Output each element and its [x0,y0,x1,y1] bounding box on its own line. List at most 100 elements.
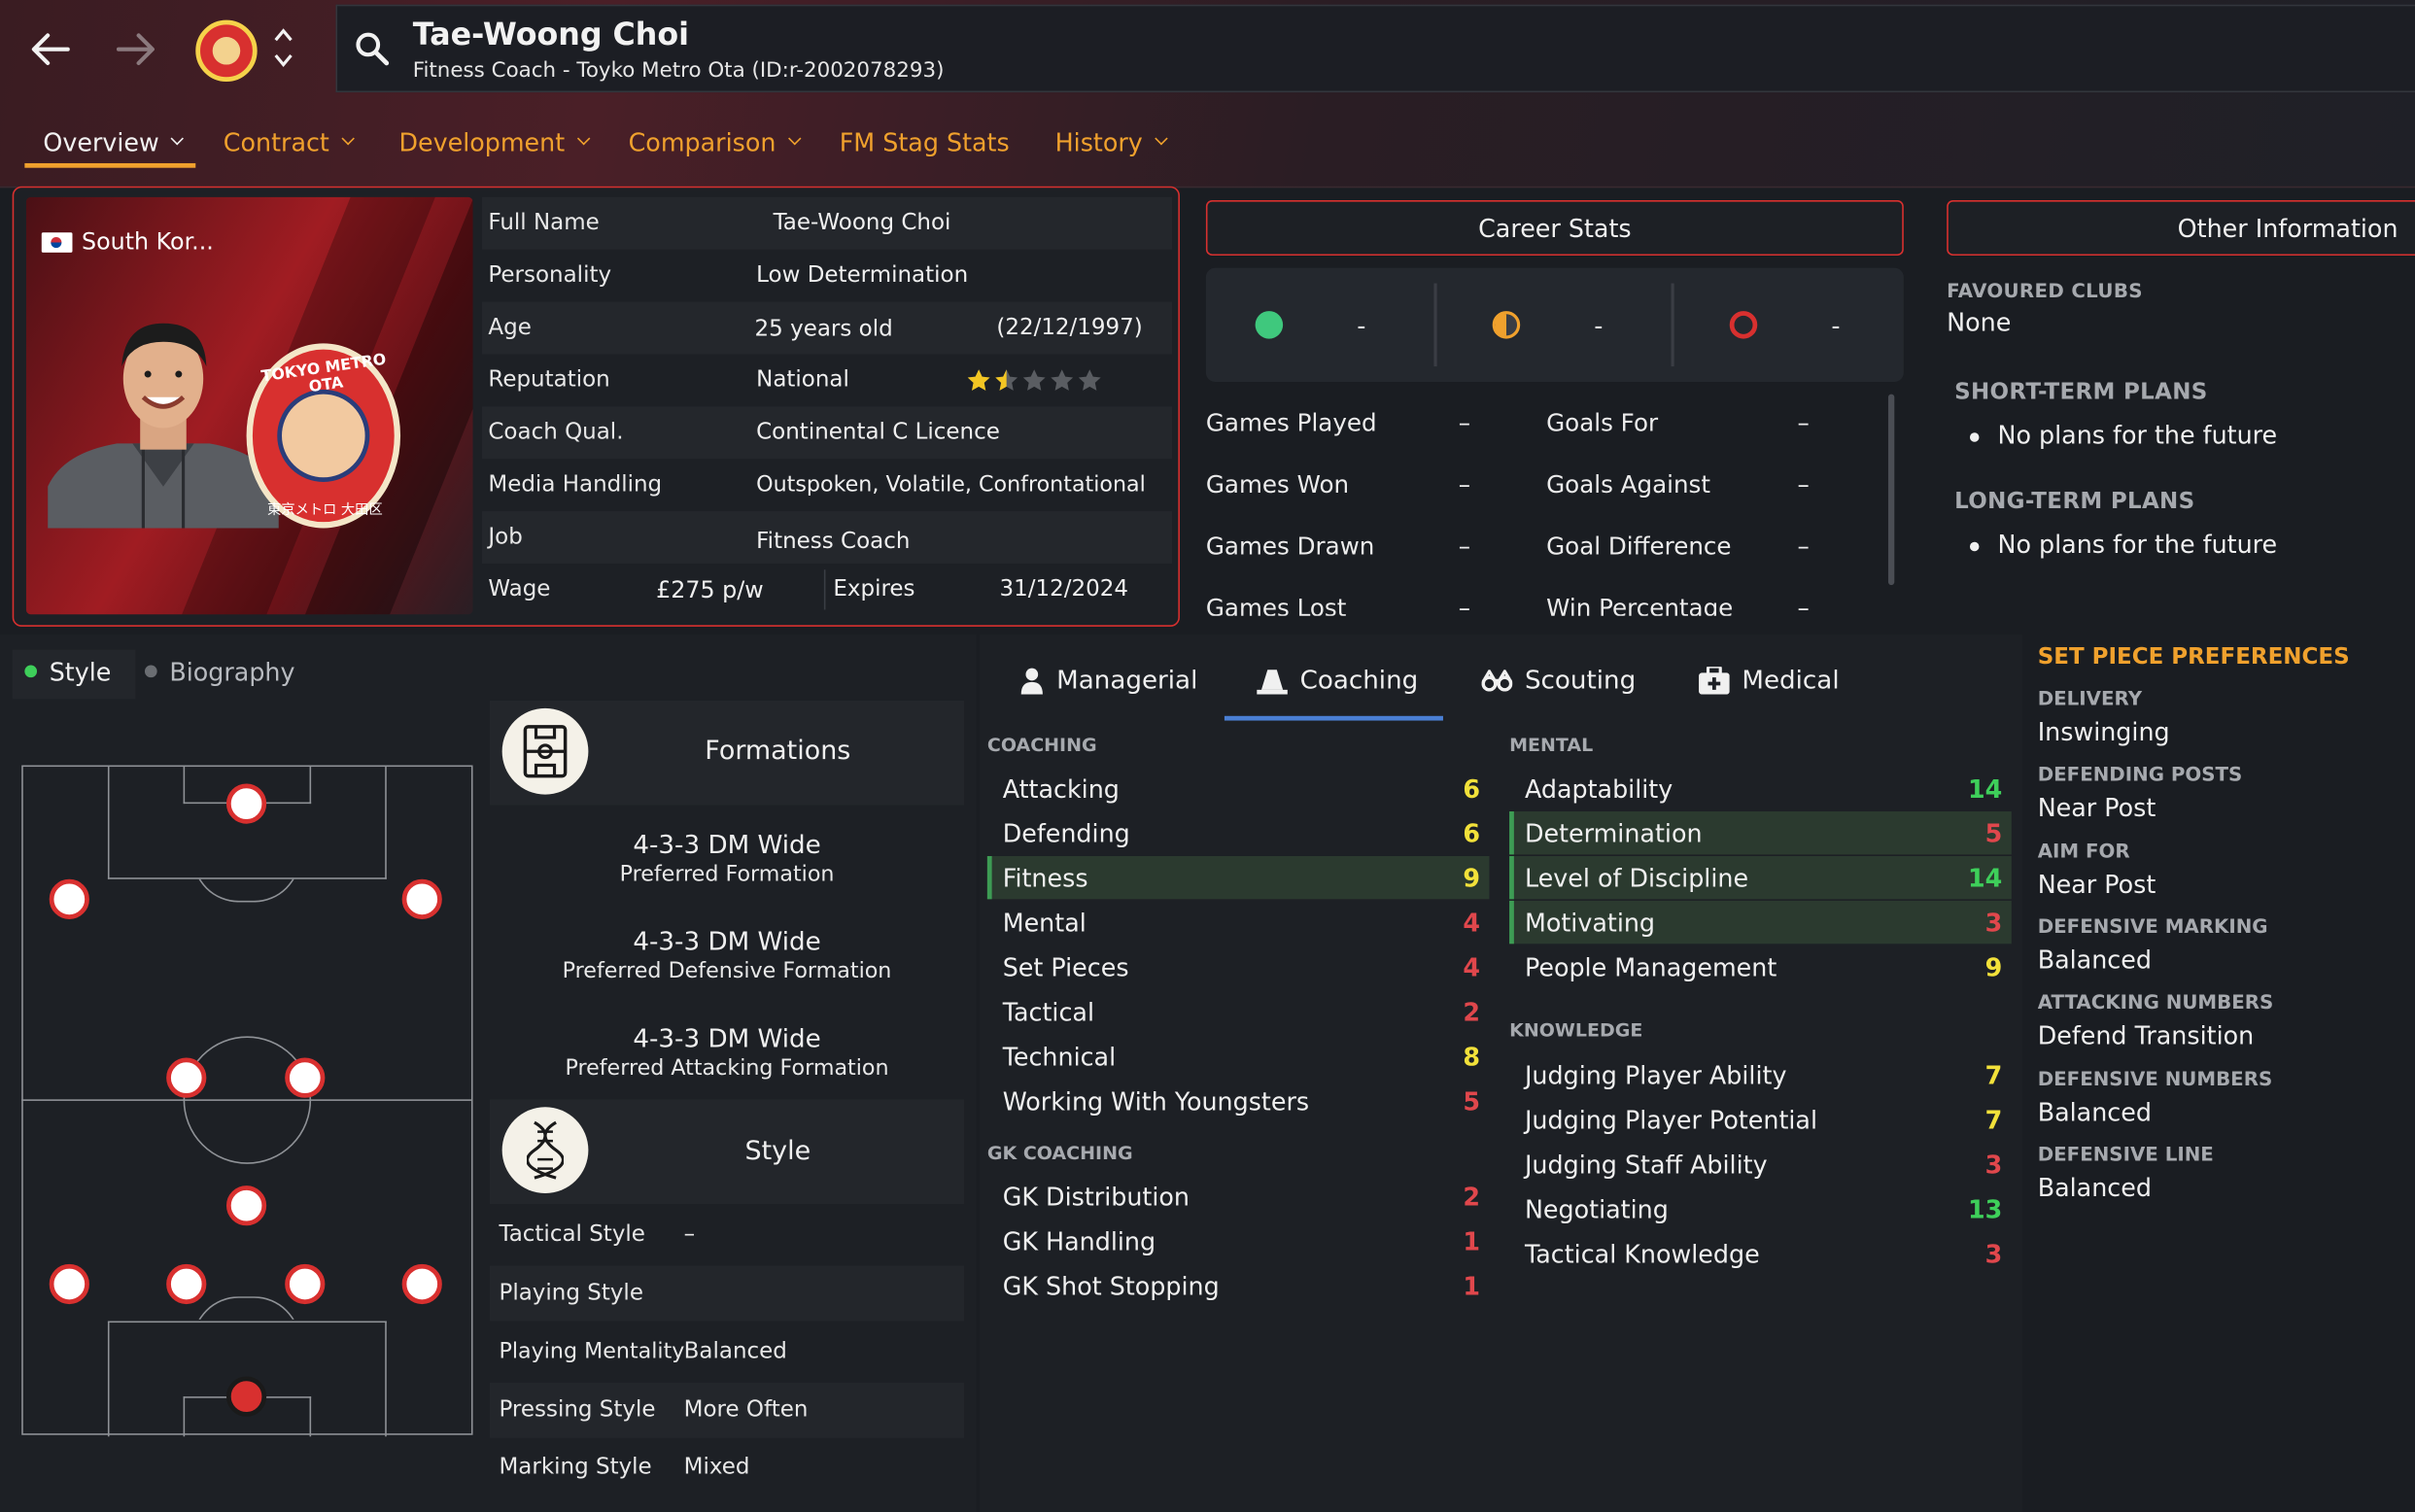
attribute-name: Defending [1003,818,1130,847]
attribute-row[interactable]: Tactical Knowledge 3 [1509,1232,2012,1275]
player-position-dot[interactable] [50,879,89,919]
info-value: Tae-Woong Choi [774,211,951,235]
nationality[interactable]: South Kor... [42,228,214,257]
attribute-row[interactable]: Attacking 6 [987,767,1490,809]
set-piece-preferences-title: SET PIECE PREFERENCES [2038,645,2350,670]
tab-managerial[interactable]: Managerial [1019,666,1197,695]
tab-fm-stag-stats[interactable]: FM Stag Stats [840,123,1010,160]
style-value: – [684,1222,695,1247]
scrollbar[interactable] [1888,395,1894,585]
info-label: Wage [488,577,550,601]
player-position-dot[interactable] [50,1264,89,1304]
goalkeeper-position-dot[interactable] [226,1377,266,1417]
player-position-dot[interactable] [402,1264,442,1304]
date-of-birth: (22/12/1997) [996,316,1142,340]
player-position-dot[interactable] [402,879,442,919]
attribute-row[interactable]: Negotiating 13 [1509,1187,2012,1230]
set-piece-label: AIM FOR [2038,839,2130,862]
draws-summary: - [1493,268,1521,382]
attribute-row[interactable]: GK Handling 1 [987,1220,1490,1262]
tab-overview[interactable]: Overview [43,123,182,160]
style-label: Marking Style [499,1455,651,1479]
attribute-row[interactable]: Mental 4 [987,901,1490,944]
attribute-row[interactable]: Judging Player Potential 7 [1509,1098,2012,1141]
star-filled-icon [968,369,990,391]
formation-pitch-icon [502,708,589,795]
attribute-name: Judging Player Potential [1525,1105,1817,1134]
attribute-value: 6 [1463,818,1480,847]
attribute-row[interactable]: Judging Staff Ability 3 [1509,1143,2012,1186]
tab-development[interactable]: Development [398,123,587,160]
info-value: Outspoken, Volatile, Confrontational [756,472,1146,497]
attribute-row[interactable]: Tactical 2 [987,990,1490,1033]
favoured-clubs-value: None [1947,308,2011,337]
attribute-row[interactable]: Adaptability 14 [1509,767,2012,809]
player-position-dot[interactable] [285,1264,325,1304]
attribute-value: 3 [1985,1150,2003,1179]
preferred-formation-label: Preferred Formation [490,862,964,886]
player-position-dot[interactable] [166,1058,206,1098]
info-row-job: Job Fitness Coach [482,511,1172,564]
formations-title: Formations [616,736,940,767]
stat-value: – [1459,409,1470,437]
chevron-down-icon [171,132,184,145]
stat-value: – [1459,471,1470,499]
attribute-name: Mental [1003,908,1087,937]
biography-tab[interactable]: Biography [169,658,294,687]
tab-scouting[interactable]: Scouting [1482,666,1637,695]
forward-button[interactable] [105,18,166,80]
player-position-dot[interactable] [226,1186,266,1225]
short-term-plan-item: No plans for the future [1997,421,2277,450]
style-title: Style [616,1136,940,1167]
tab-comparison[interactable]: Comparison [629,123,800,160]
stat-label: Games Won [1206,471,1349,499]
style-value: Balanced [684,1340,787,1364]
set-piece-label: DEFENDING POSTS [2038,763,2243,786]
attribute-row[interactable]: Level of Discipline 14 [1509,856,2012,899]
set-piece-value: Balanced [2038,945,2152,975]
defensive-formation-label: Preferred Defensive Formation [490,959,964,983]
career-stats-title: Career Stats [1478,213,1632,242]
style-tab-label[interactable]: Style [50,658,112,687]
attribute-row[interactable]: Fitness 9 [987,856,1490,899]
back-button[interactable] [20,18,82,80]
attribute-row[interactable]: GK Distribution 2 [987,1175,1490,1218]
tab-history[interactable]: History [1055,123,1166,160]
set-piece-label: ATTACKING NUMBERS [2038,990,2274,1014]
attribute-value: 3 [1985,908,2003,937]
tab-coaching[interactable]: Coaching [1257,666,1418,695]
attribute-row[interactable]: Motivating 3 [1509,901,2012,944]
set-piece-value: Balanced [2038,1097,2152,1126]
medical-kit-icon [1699,666,1730,694]
club-badge-icon[interactable] [195,20,257,82]
career-stats-header[interactable]: Career Stats [1206,200,1904,256]
attribute-row[interactable]: Judging Player Ability 7 [1509,1053,2012,1096]
attribute-name: GK Handling [1003,1226,1156,1255]
tab-contract[interactable]: Contract [224,123,353,160]
attribute-row[interactable]: Technical 8 [987,1035,1490,1078]
attribute-row[interactable]: Working With Youngsters 5 [987,1080,1490,1122]
search-icon[interactable] [355,31,392,74]
player-position-dot[interactable] [166,1264,206,1304]
info-value: 25 years old [755,317,893,341]
attribute-row[interactable]: Set Pieces 4 [987,945,1490,988]
style-row-pressing: Pressing Style More Often [490,1383,964,1438]
other-information-header[interactable]: Other Information [1947,200,2415,256]
south-korea-flag-icon [42,231,73,252]
stat-label: Games Lost [1206,595,1346,616]
club-switch-button[interactable] [273,24,294,77]
star-empty-icon [1079,369,1101,391]
info-value: Continental C Licence [756,421,1000,445]
attribute-row[interactable]: Defending 6 [987,811,1490,854]
attribute-row[interactable]: GK Shot Stopping 1 [987,1264,1490,1307]
active-tab-indicator [1225,716,1443,721]
player-position-dot[interactable] [285,1058,325,1098]
player-photo [48,305,279,529]
tab-medical[interactable]: Medical [1699,666,1840,695]
wage-value: £275 p/w [656,576,764,604]
attribute-row[interactable]: People Management 9 [1509,945,2012,988]
tab-label: Development [398,127,565,156]
player-position-dot[interactable] [226,784,266,824]
chevron-down-icon [788,132,801,145]
attribute-row[interactable]: Determination 5 [1509,811,2012,854]
